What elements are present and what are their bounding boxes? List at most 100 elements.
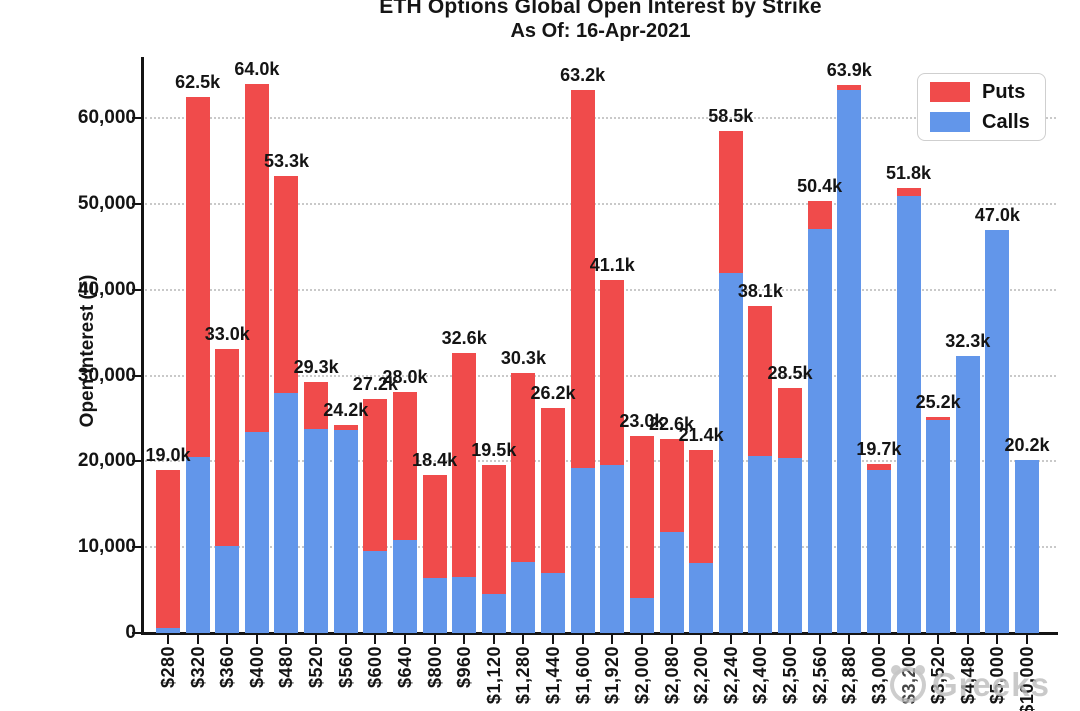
y-tick-mark	[132, 202, 141, 205]
calls-segment-$1,920	[600, 465, 625, 633]
bar-stack-$1,120	[481, 465, 506, 633]
x-tick-label-$320: $320	[187, 646, 208, 689]
bar-total-label-$2,500: 28.5k	[767, 363, 813, 383]
bar-total-label-$2,000: 23.0k	[619, 411, 665, 431]
x-tick-label-$10,000: $10,000	[1016, 646, 1037, 711]
bar-stack-$3,000	[866, 464, 891, 633]
x-tick-label-$3,000: $3,000	[868, 646, 889, 705]
x-tick-mark	[581, 635, 584, 644]
calls-segment-$2,500	[778, 458, 803, 633]
bar-total-label-$280: 19.0k	[145, 445, 191, 465]
puts-segment-$2,240	[718, 131, 743, 273]
bar-total-label-$960: 32.6k	[441, 328, 487, 348]
puts-segment-$320	[185, 97, 210, 457]
bar-stack-$3,200	[896, 188, 921, 633]
bar-stack-$10,000	[1014, 460, 1039, 633]
bar-total-label-$1,120: 19.5k	[471, 440, 517, 460]
x-tick-mark	[848, 635, 851, 644]
x-tick-label-$1,120: $1,120	[483, 646, 504, 705]
calls-segment-$10,000	[1014, 460, 1039, 633]
x-tick-label-$1,920: $1,920	[602, 646, 623, 705]
x-tick-mark	[552, 635, 555, 644]
x-tick-label-$2,560: $2,560	[809, 646, 830, 705]
x-tick-label-$800: $800	[424, 646, 445, 689]
puts-segment-$960	[452, 353, 477, 577]
x-tick-mark	[996, 635, 999, 644]
bar-stack-$2,500	[778, 388, 803, 633]
bar-total-label-$400: 64.0k	[234, 59, 280, 79]
bar-stack-$1,600	[570, 90, 595, 633]
calls-segment-$1,280	[511, 562, 536, 633]
bar-stack-$480	[274, 176, 299, 633]
puts-segment-$2,880	[837, 85, 862, 90]
bar-stack-$4,480	[955, 356, 980, 633]
y-tick-mark	[132, 117, 141, 119]
calls-segment-$2,560	[807, 229, 832, 633]
bar-total-label-$4,480: 32.3k	[945, 331, 991, 351]
bar-total-label-$520: 29.3k	[293, 357, 339, 377]
bar-total-label-$3,200: 51.8k	[885, 163, 932, 183]
calls-color-swatch	[930, 112, 970, 132]
legend-item-calls: Calls	[930, 111, 1045, 134]
puts-segment-$520	[304, 382, 329, 429]
bar-total-label-$2,200: 21.4k	[678, 425, 724, 445]
x-tick-label-$600: $600	[365, 646, 386, 689]
calls-segment-$2,880	[837, 90, 862, 633]
chart-title: ETH Options Global Open Interest by Stri…	[379, 0, 822, 18]
bar-total-label-$1,600: 63.2k	[560, 65, 606, 85]
bar-stack-$400	[244, 84, 269, 633]
bar-total-label-$1,920: 41.1k	[589, 255, 635, 275]
calls-segment-$2,080	[659, 532, 684, 633]
x-tick-mark	[344, 635, 347, 644]
x-tick-mark	[937, 635, 940, 644]
x-tick-label-$2,200: $2,200	[691, 646, 712, 705]
bar-stack-$600	[363, 399, 388, 633]
x-tick-label-$3,200: $3,200	[898, 646, 919, 705]
y-tick-label-0: 0	[125, 622, 136, 643]
legend-label-calls: Calls	[982, 110, 1030, 133]
calls-segment-$1,440	[541, 573, 566, 633]
calls-segment-$2,240	[718, 273, 743, 633]
bar-stack-$560	[333, 425, 358, 633]
bar-total-label-$1,440: 26.2k	[530, 383, 576, 403]
puts-segment-$360	[215, 349, 240, 546]
x-tick-mark	[877, 635, 880, 644]
x-tick-mark	[226, 635, 229, 644]
x-tick-mark	[700, 635, 703, 644]
y-tick-label-50,000: 50,000	[77, 192, 136, 214]
puts-segment-$1,600	[570, 90, 595, 468]
calls-segment-$280	[156, 628, 180, 633]
bar-stack-$360	[215, 349, 240, 633]
bar-stack-$520	[304, 382, 329, 633]
puts-segment-$3,200	[896, 188, 921, 196]
puts-segment-$2,080	[659, 439, 684, 532]
x-tick-label-$2,880: $2,880	[839, 646, 860, 705]
x-tick-mark	[285, 635, 288, 644]
legend-label-puts: Puts	[982, 80, 1026, 103]
puts-segment-$3,000	[866, 464, 891, 470]
bar-stack-$1,440	[541, 408, 566, 633]
x-tick-mark	[522, 635, 525, 644]
x-tick-label-$2,500: $2,500	[780, 646, 801, 705]
x-tick-mark	[789, 635, 792, 644]
x-tick-label-$1,280: $1,280	[513, 646, 534, 705]
bar-stack-$2,400	[748, 306, 773, 633]
puts-segment-$1,280	[511, 373, 536, 562]
calls-segment-$600	[363, 551, 388, 633]
x-tick-label-$2,000: $2,000	[631, 646, 652, 705]
bar-total-label-$560: 24.2k	[323, 400, 369, 420]
bar-total-label-$800: 18.4k	[412, 450, 458, 470]
bar-total-label-$3,520: 25.2k	[915, 392, 961, 412]
y-tick-mark	[132, 374, 141, 377]
puts-segment-$2,000	[629, 436, 654, 598]
puts-segment-$280	[156, 470, 180, 628]
calls-segment-$1,120	[481, 594, 506, 633]
calls-segment-$3,520	[926, 420, 951, 633]
bar-stack-$3,520	[926, 417, 951, 633]
x-tick-mark	[403, 635, 406, 644]
puts-segment-$600	[363, 399, 388, 551]
bar-total-label-$2,080: 22.6k	[649, 414, 695, 434]
bar-stack-$2,240	[718, 131, 743, 633]
puts-segment-$400	[244, 84, 269, 432]
